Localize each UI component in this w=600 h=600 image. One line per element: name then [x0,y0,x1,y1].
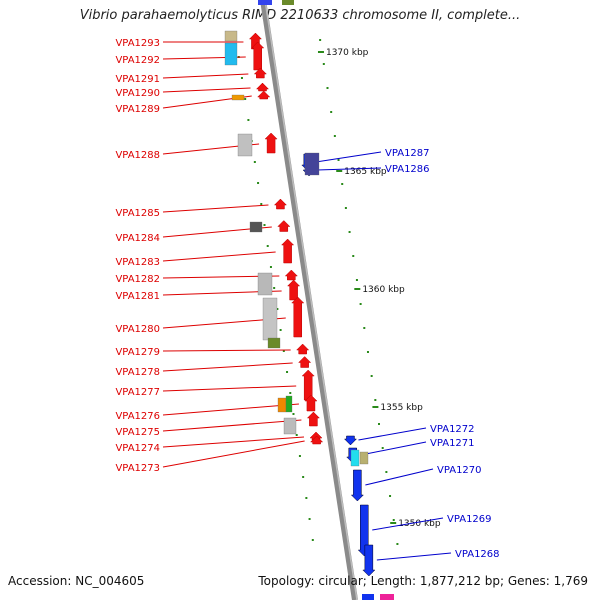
chromosome-axis-highlight [264,0,358,600]
gene-arrow-forward [304,394,318,412]
gene-arrow-forward [277,220,291,232]
gene-label-forward: VPA1273 [115,463,160,474]
gene-feature-box [249,221,263,233]
gene-label-forward: VPA1282 [115,274,160,285]
gene-leader-line [162,436,305,448]
gene-leader-line [315,151,382,163]
gene-label-forward: VPA1275 [115,427,160,438]
gene-arrow-forward [309,431,323,441]
gene-feature-box [304,152,320,176]
gene-feature-box [267,337,281,349]
gene-label-reverse: VPA1287 [385,148,430,159]
gene-arrow-forward [296,343,310,355]
gene-leader-line [162,440,305,468]
gene-arrow-reverse [362,544,376,577]
gene-feature-box [231,94,245,101]
gene-feature-box [262,297,278,341]
gene-label-reverse: VPA1272 [430,424,475,435]
gene-feature-box [282,0,294,5]
gene-feature-box [285,395,293,413]
gene-arrow-forward [298,356,312,368]
gene-feature-box [283,417,297,435]
gene-label-forward: VPA1293 [115,38,160,49]
gene-label-reverse: VPA1268 [455,549,500,560]
gene-feature-box [359,451,369,465]
topology-label: Topology: circular; Length: 1,877,212 bp… [258,574,588,588]
gene-label-forward: VPA1274 [115,443,160,454]
gene-feature-box [257,272,273,296]
gene-label-forward: VPA1284 [115,233,160,244]
gene-arrow-forward [273,198,288,210]
map-title: Vibrio parahaemolyticus RIMD 2210633 chr… [79,8,521,23]
gene-label-forward: VPA1292 [115,55,160,66]
gene-label-reverse: VPA1269 [447,514,492,525]
gene-arrow-reverse [343,435,358,446]
gene-label-reverse: VPA1286 [385,164,430,175]
gene-arrow-forward [255,82,270,92]
gene-leader-line [360,441,427,456]
gene-feature-box [380,594,394,600]
gene-feature-box [277,397,287,413]
gene-label-forward: VPA1276 [115,411,160,422]
gene-leader-line [162,87,251,93]
gene-label-forward: VPA1281 [115,291,160,302]
gene-arrow-forward [306,411,321,427]
gene-leader-line [162,73,249,79]
gene-arrow-forward [251,41,265,71]
gene-leader-line [365,468,434,486]
gene-leader-line [162,419,302,432]
gene-feature-box [237,133,253,157]
gene-arrow-forward [287,279,301,301]
gene-label-forward: VPA1279 [115,347,160,358]
scale-label: 1355 kbp [380,403,423,413]
gene-arrow-reverse [350,469,364,502]
gene-feature-box [224,30,238,42]
gene-leader-line [317,167,382,171]
gene-arrow-forward [284,269,298,281]
gene-leader-line [162,403,299,416]
gene-arrow-forward [310,435,324,445]
scale-label: 1350 kbp [398,519,441,529]
gene-label-forward: VPA1290 [115,88,160,99]
accession-label: Accession: NC_004605 [8,574,145,588]
scale-label: 1365 kbp [344,167,387,177]
gene-leader-line [162,349,291,352]
gene-arrow-reverse [258,0,272,5]
gene-label-forward: VPA1278 [115,367,160,378]
gene-leader-line [162,251,276,262]
gene-leader-line [358,427,427,441]
gene-label-forward: VPA1289 [115,104,160,115]
gene-label-forward: VPA1288 [115,150,160,161]
gene-label-forward: VPA1283 [115,257,160,268]
gene-label-forward: VPA1280 [115,324,160,335]
gene-arrow-forward [281,238,295,264]
gene-feature-box [350,449,360,467]
scale-label: 1370 kbp [326,48,369,58]
gene-leader-line [376,552,452,561]
gene-label-forward: VPA1291 [115,74,160,85]
chromosome-axis [260,0,358,600]
gene-arrow-reverse [362,594,374,600]
scale-label: 1360 kbp [362,285,405,295]
gene-arrow-forward [257,90,271,100]
gene-label-reverse: VPA1271 [430,438,475,449]
gene-arrow-forward [291,296,305,338]
gene-leader-line [162,385,297,392]
gene-arrow-forward [301,369,315,401]
gene-label-forward: VPA1285 [115,208,160,219]
gene-feature-box [224,42,238,66]
gene-arrow-forward [253,67,267,79]
gene-label-reverse: VPA1270 [437,465,482,476]
gene-leader-line [372,517,444,531]
gene-arrow-forward [264,132,278,154]
gene-label-forward: VPA1277 [115,387,160,398]
gene-leader-line [162,362,293,372]
gene-leader-line [162,204,269,213]
